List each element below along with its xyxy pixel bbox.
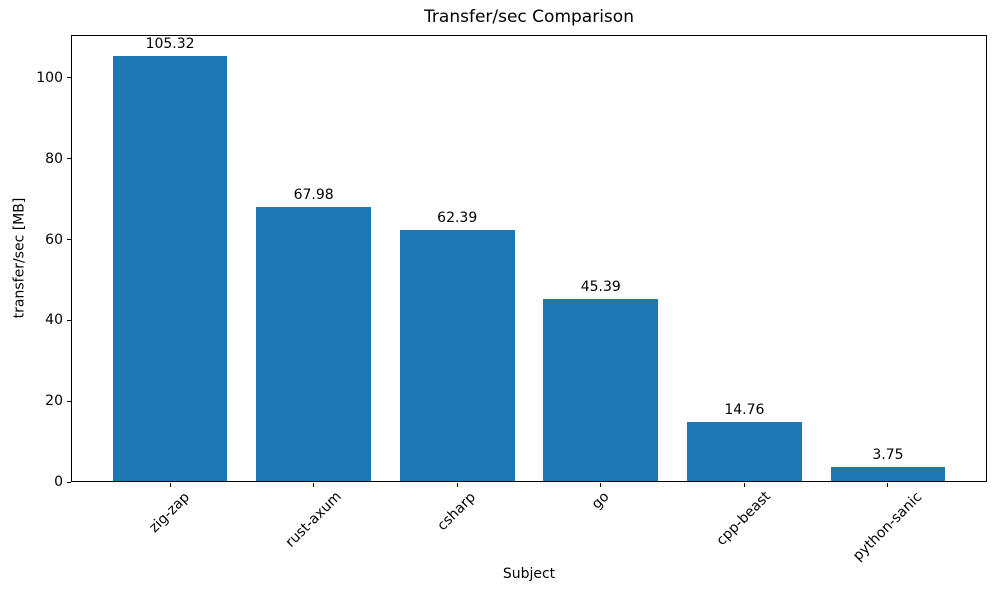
bar-value-label: 3.75 (872, 446, 904, 463)
bar-csharp (399, 229, 515, 481)
x-tick-label: zig-zap (146, 488, 194, 536)
bar-python-sanic (830, 466, 946, 481)
x-tick (456, 483, 458, 487)
bar-value-label: 105.32 (145, 36, 195, 53)
bar-value-label: 45.39 (580, 278, 621, 295)
x-tick (887, 483, 889, 487)
bar-value-label: 62.39 (437, 209, 478, 226)
x-tick (743, 483, 745, 487)
bar-rust-axum (256, 207, 372, 481)
bar-cpp-beast (686, 422, 802, 481)
x-axis-label: Subject (502, 566, 556, 582)
x-tick-label: csharp (434, 488, 480, 534)
x-tick-label: rust-axum (282, 489, 345, 552)
y-tick (67, 400, 71, 402)
y-tick-label: 80 (45, 150, 63, 167)
y-tick-label: 20 (45, 393, 63, 410)
y-tick-label: 0 (54, 474, 63, 490)
bar-value-label: 67.98 (293, 187, 334, 204)
chart-title: Transfer/sec Comparison (424, 7, 634, 27)
y-tick-label: 40 (45, 312, 63, 329)
y-axis-label: transfer/sec [MB] (11, 197, 28, 319)
y-tick-label: 100 (36, 69, 63, 86)
y-tick (67, 319, 71, 321)
bar-value-label: 14.76 (724, 402, 765, 419)
y-tick (67, 77, 71, 79)
x-tick-label: go (588, 488, 613, 513)
x-tick (313, 483, 315, 487)
y-tick (67, 481, 71, 483)
bar-go (543, 298, 659, 481)
x-tick (169, 483, 171, 487)
bar-zig-zap (112, 56, 228, 481)
y-tick (67, 158, 71, 160)
y-tick (67, 239, 71, 240)
x-tick (600, 483, 602, 487)
x-tick-label: cpp-beast (713, 488, 775, 550)
x-tick-label: python-sanic (849, 488, 926, 565)
y-tick-label: 60 (45, 231, 63, 248)
